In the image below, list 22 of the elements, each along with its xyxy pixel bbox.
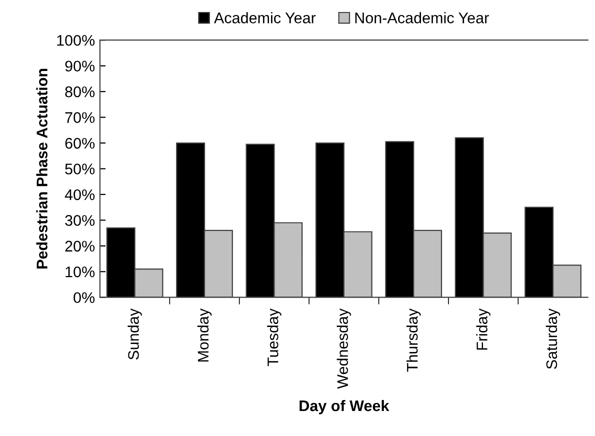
y-tick-label: 60% — [65, 138, 95, 149]
x-tick-label: Wednesday — [336, 308, 352, 389]
y-tick-label: 100% — [57, 34, 95, 46]
y-axis-title: Pedestrian Phase Actuation — [36, 68, 48, 268]
y-tick-label: 10% — [66, 266, 95, 278]
y-tick-label: 30% — [65, 215, 95, 226]
y-tick-label: 90% — [65, 60, 95, 72]
x-tick-label: Thursday — [406, 308, 421, 372]
x-tick-label: Sunday — [128, 308, 142, 360]
x-tick-label: Monday — [197, 308, 212, 362]
y-tick-label: 70% — [65, 112, 95, 123]
x-tick-label: Friday — [476, 308, 490, 350]
x-tick-label: Saturday — [546, 308, 560, 369]
x-axis-title: Day of Week — [300, 400, 390, 414]
y-tick-label: 50% — [65, 164, 95, 174]
x-tick-label: Tuesday — [267, 308, 282, 366]
legend-label: Non-Academic Year — [355, 12, 489, 24]
y-tick-label: 20% — [65, 240, 95, 252]
y-tick-label: 0% — [74, 292, 95, 304]
legend-label: Academic Year — [214, 12, 316, 24]
y-tick-label: 40% — [64, 189, 95, 200]
y-tick-label: 80% — [65, 86, 95, 98]
